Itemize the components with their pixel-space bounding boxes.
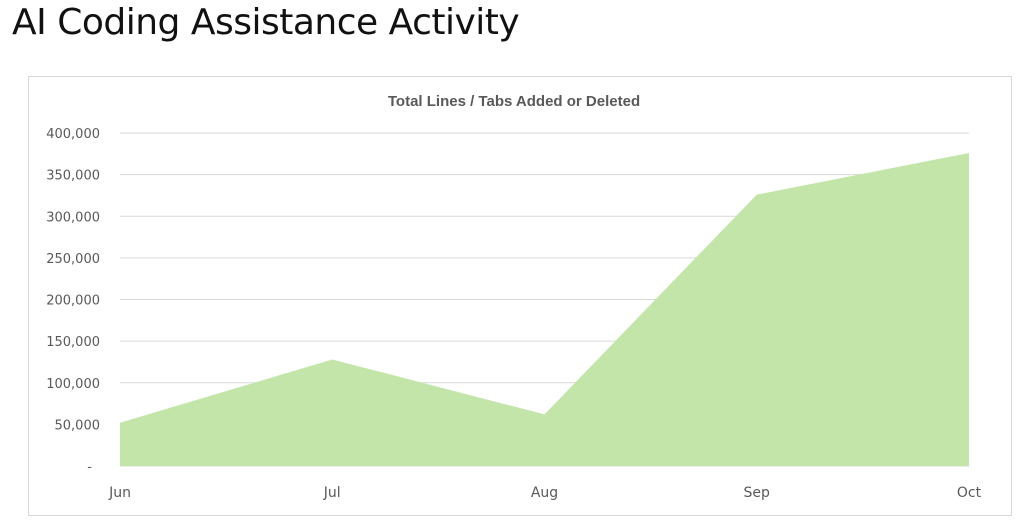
y-tick-label: 400,000 [46,127,100,142]
x-tick-label-aug: Aug [531,485,558,501]
x-tick-label-jun: Jun [108,485,131,501]
y-tick-label: 350,000 [46,169,100,184]
page-title: AI Coding Assistance Activity [12,2,520,43]
y-tick-label: 50,000 [55,418,101,433]
x-tick-label-oct: Oct [957,485,982,501]
y-tick-label: 150,000 [46,335,100,350]
y-tick-label: 100,000 [46,377,100,392]
area-series-fill [120,152,969,467]
y-axis-tick-labels: - 50,000 100,000 150,000 200,000 250,000 300,0… [46,127,100,475]
x-tick-label-sep: Sep [744,485,771,501]
area-series [120,152,969,467]
x-tick-label-jul: Jul [323,485,341,501]
y-tick-label: 300,000 [46,210,100,225]
chart-title: Total Lines / Tabs Added or Deleted [388,93,640,110]
y-tick-label: 250,000 [46,252,100,267]
x-axis-tick-labels: Jun Jul Aug Sep Oct [108,485,982,501]
y-tick-label: - [87,460,92,475]
y-tick-label: 200,000 [46,294,100,309]
